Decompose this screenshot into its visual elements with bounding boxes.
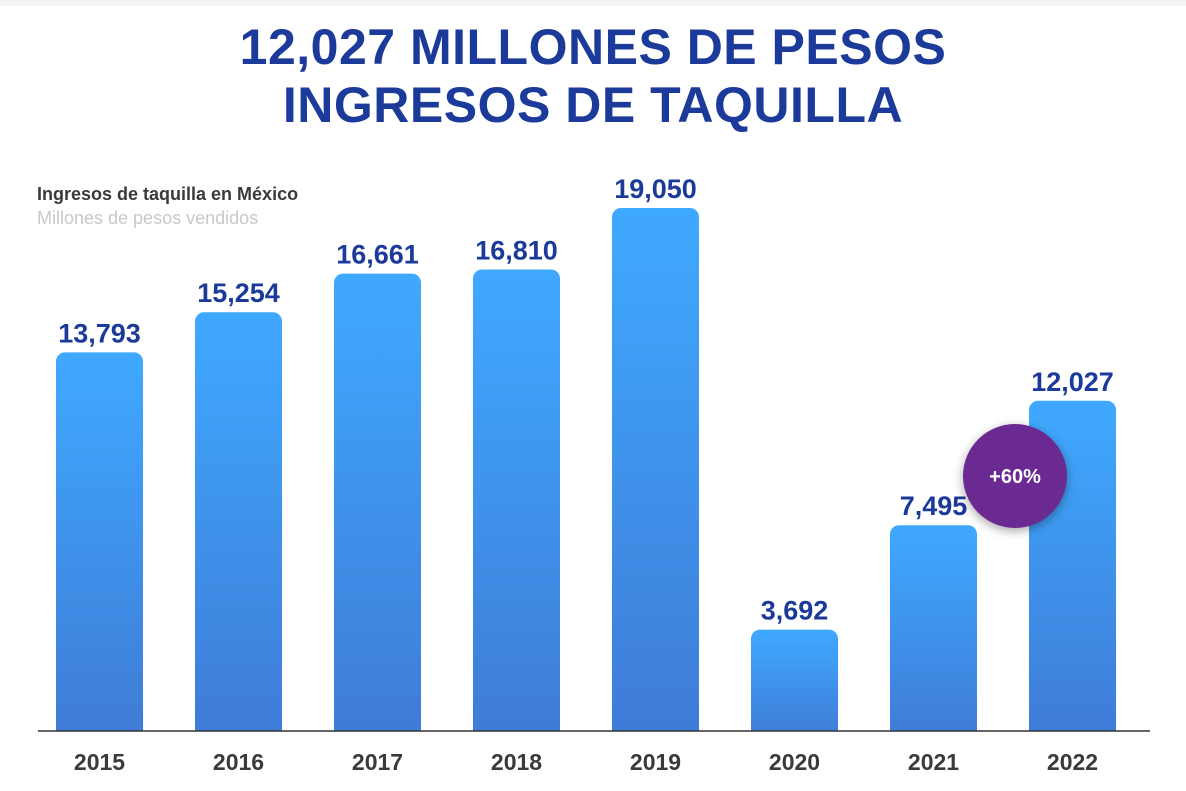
chart-heading: Ingresos de taquilla en México Millones … <box>37 182 298 230</box>
growth-badge: +60% <box>963 424 1067 528</box>
value-label-2018: 16,810 <box>475 235 558 265</box>
top-strip <box>0 0 1186 6</box>
bar-2019 <box>612 208 699 739</box>
x-tick-2022: 2022 <box>1047 749 1098 775</box>
x-tick-2018: 2018 <box>491 749 542 775</box>
value-label-2016: 15,254 <box>197 278 280 308</box>
labels-group: 13,793 2015 15,254 2016 16,661 2017 16,810 2018… <box>58 174 1114 775</box>
page-title-line-2: INGRESOS DE TAQUILLA <box>282 77 904 133</box>
chart-title: Ingresos de taquilla en México <box>37 184 299 204</box>
x-tick-2015: 2015 <box>74 749 125 775</box>
value-label-2019: 19,050 <box>614 174 697 204</box>
value-label-2015: 13,793 <box>58 318 141 348</box>
value-label-2020: 3,692 <box>761 596 829 626</box>
x-tick-2021: 2021 <box>908 749 959 775</box>
x-tick-2017: 2017 <box>352 749 403 775</box>
bar-2015 <box>56 352 143 739</box>
page-title-line-1: 12,027 MILLONES DE PESOS <box>239 19 947 75</box>
x-tick-2020: 2020 <box>769 749 820 775</box>
bar-2018 <box>473 269 560 739</box>
bar-2017 <box>334 273 421 739</box>
bar-2016 <box>195 312 282 739</box>
page-title: 12,027 MILLONES DE PESOS INGRESOS DE TAQ… <box>0 18 1186 134</box>
baseline-mask <box>0 731 1186 743</box>
growth-badge-circle <box>963 424 1067 528</box>
chart-subtitle: Millones de pesos vendidos <box>37 208 259 228</box>
value-label-2017: 16,661 <box>336 240 419 270</box>
growth-badge-label: +60% <box>989 466 1041 488</box>
x-tick-2016: 2016 <box>213 749 264 775</box>
value-label-2022: 12,027 <box>1031 367 1114 397</box>
bar-2020 <box>751 629 838 739</box>
value-label-2021: 7,495 <box>900 491 968 521</box>
x-tick-2019: 2019 <box>630 749 681 775</box>
bar-2021 <box>890 525 977 739</box>
